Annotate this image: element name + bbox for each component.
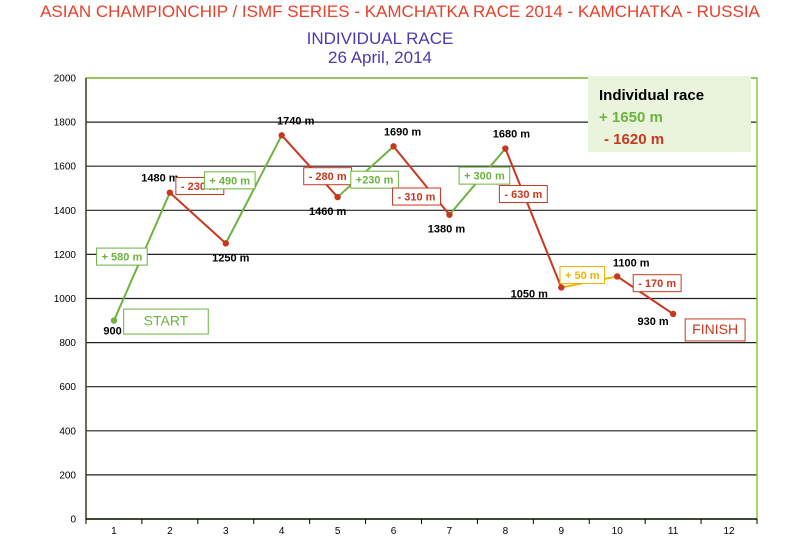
- segment-label-text: + 50 m: [565, 270, 600, 282]
- segment-label: [350, 170, 399, 189]
- segment-label: [559, 265, 606, 284]
- series-segment: [169, 191, 227, 245]
- chart-title: ASIAN CHAMPIONCHIP / ISMF SERIES - KAMCH…: [40, 2, 760, 21]
- segment-label: [203, 171, 256, 190]
- series-segment: [504, 148, 563, 288]
- point-label: 1050 m: [511, 288, 549, 300]
- start-label: [123, 308, 209, 335]
- chart-date: 26 April, 2014: [328, 48, 432, 67]
- x-tick-label: 2: [167, 526, 173, 536]
- y-tick-label: 600: [59, 382, 76, 393]
- finish-label: [684, 318, 746, 342]
- data-point: [669, 310, 677, 318]
- x-tick-label: 8: [503, 526, 509, 536]
- y-tick-label: 400: [59, 426, 76, 437]
- x-tick-label: 1: [111, 526, 117, 536]
- data-point: [166, 189, 174, 196]
- x-tick-label: 6: [391, 526, 397, 536]
- y-tick-label: 1400: [54, 206, 77, 217]
- point-label: 1380 m: [428, 224, 466, 236]
- segment-label-text: + 490 m: [209, 175, 250, 187]
- segment-label-text: +230 m: [356, 175, 394, 187]
- point-label: 1740 m: [277, 115, 315, 127]
- segment-label-text: - 280 m: [309, 171, 347, 183]
- x-tick-label: 12: [723, 526, 735, 536]
- segment-label-text: + 300 m: [464, 171, 505, 183]
- y-tick-label: 1000: [54, 294, 77, 305]
- start-label-text: START: [144, 313, 189, 329]
- segment-label: [632, 274, 682, 293]
- point-label: 1680 m: [493, 129, 531, 141]
- legend-descent: - 1620 m: [604, 131, 664, 148]
- segment-label-text: + 580 m: [102, 252, 143, 264]
- legend-title: Individual race: [599, 87, 704, 104]
- y-tick-label: 1600: [54, 162, 77, 173]
- data-point: [222, 240, 229, 247]
- chart-subtitle: INDIVIDUAL RACE: [306, 29, 454, 48]
- segment-label: [498, 185, 548, 204]
- segment-label-text: - 170 m: [638, 278, 676, 290]
- segment-label: [458, 166, 511, 185]
- x-tick-label: 11: [668, 526, 679, 536]
- data-point: [390, 143, 397, 150]
- data-point: [614, 273, 621, 280]
- data-point: [502, 145, 509, 152]
- x-tick-label: 9: [559, 526, 565, 536]
- x-tick-label: 10: [612, 526, 624, 536]
- x-tick-label: 7: [447, 526, 453, 536]
- x-tick-label: 4: [279, 526, 285, 536]
- point-label: 1480 m: [141, 173, 179, 185]
- series-segment: [280, 134, 339, 198]
- y-tick-label: 0: [70, 515, 76, 526]
- point-label: 930 m: [638, 316, 669, 328]
- segment-label: [96, 247, 148, 266]
- x-tick-label: 3: [223, 526, 229, 536]
- series-segment: [224, 134, 283, 244]
- data-point: [446, 211, 453, 218]
- point-label: 1690 m: [384, 126, 422, 138]
- x-tick-label: 5: [335, 526, 341, 536]
- data-point: [278, 132, 285, 139]
- data-point: [334, 193, 341, 201]
- segment-label-text: - 310 m: [398, 192, 436, 204]
- legend-box: [588, 76, 751, 152]
- y-tick-label: 800: [59, 338, 76, 349]
- data-point: [110, 317, 118, 324]
- y-tick-label: 1800: [54, 118, 77, 129]
- series-segment: [616, 275, 674, 315]
- y-tick-label: 200: [59, 470, 76, 481]
- legend-ascent: + 1650 m: [599, 109, 663, 126]
- segment-label-text: - 630 m: [504, 189, 542, 201]
- point-label: 1460 m: [309, 206, 347, 218]
- segment-label: [392, 187, 441, 206]
- point-label: 1100 m: [613, 257, 650, 269]
- finish-label-text: FINISH: [692, 321, 738, 337]
- data-point: [558, 284, 565, 291]
- y-tick-label: 1200: [54, 250, 77, 261]
- y-tick-label: 2000: [54, 74, 77, 85]
- point-label: 1250 m: [212, 252, 250, 264]
